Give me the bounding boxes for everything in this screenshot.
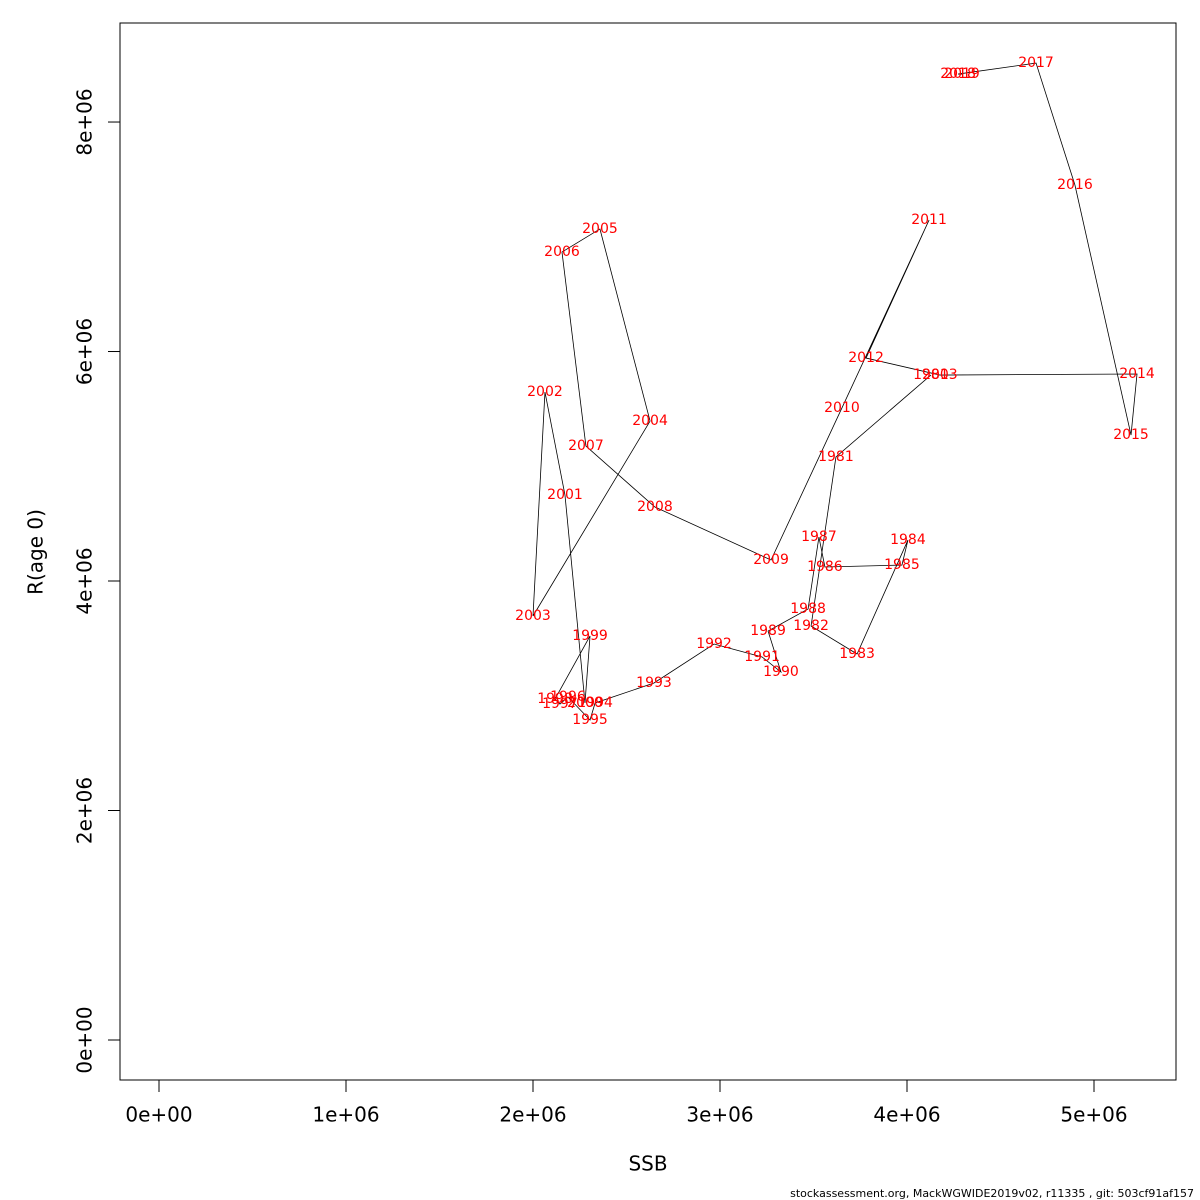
year-label: 1992	[696, 636, 732, 652]
year-label: 1998	[537, 691, 573, 707]
plot-frame	[119, 22, 1177, 1081]
year-label: 1991	[744, 649, 780, 665]
y-tick-label: 8e+06	[73, 88, 97, 155]
x-tick-label: 4e+06	[873, 1103, 940, 1127]
year-label: 2015	[1113, 427, 1149, 443]
year-label: 1997	[542, 696, 578, 712]
year-label: 1983	[839, 646, 875, 662]
year-label: 2019	[944, 66, 980, 82]
year-label: 1988	[790, 601, 826, 617]
x-tick-label: 1e+06	[312, 1103, 379, 1127]
year-label: 2007	[568, 438, 604, 454]
year-label: 1999	[572, 628, 608, 644]
y-axis-label: R(age 0)	[24, 509, 48, 595]
y-tick-label: 2e+06	[73, 777, 97, 844]
year-label: 2014	[1119, 366, 1155, 382]
year-label: 2003	[515, 608, 551, 624]
year-label: 2002	[527, 384, 563, 400]
year-label: 2004	[632, 413, 668, 429]
y-tick-label: 0e+00	[73, 1006, 97, 1073]
x-tick-label: 2e+06	[499, 1103, 566, 1127]
x-tick-label: 5e+06	[1060, 1103, 1127, 1127]
year-label: 1994	[577, 695, 613, 711]
year-label: 2001	[547, 487, 583, 503]
year-label: 2008	[637, 499, 673, 515]
year-label: 2018	[940, 66, 976, 82]
y-tick-label: 4e+06	[73, 547, 97, 614]
x-tick-label: 0e+00	[125, 1103, 192, 1127]
x-tick-label: 3e+06	[686, 1103, 753, 1127]
year-label: 1990	[763, 664, 799, 680]
footer: stockassessment.org, MackWGWIDE2019v02, …	[790, 1187, 1194, 1200]
year-label: 1993	[636, 675, 672, 691]
year-label: 2013	[922, 367, 958, 383]
year-label: 1986	[807, 559, 843, 575]
year-label: 2012	[848, 350, 884, 366]
year-label: 1984	[890, 532, 926, 548]
year-label: 2011	[911, 212, 947, 228]
year-label: 1995	[572, 712, 608, 728]
year-label: 1996	[550, 689, 586, 705]
year-label: 1980	[913, 367, 949, 383]
year-label: 1985	[884, 557, 920, 573]
year-label: 2016	[1057, 177, 1093, 193]
year-label: 1987	[801, 529, 837, 545]
year-label: 1989	[750, 623, 786, 639]
trajectory-line	[532, 62, 1138, 721]
year-label: 2010	[824, 400, 860, 416]
year-label: 2006	[544, 244, 580, 260]
year-label: 1981	[818, 449, 854, 465]
year-label: 2005	[582, 221, 618, 237]
y-tick-label: 6e+06	[73, 318, 97, 385]
x-axis-label: SSB	[628, 1152, 667, 1176]
year-label: 1982	[793, 618, 829, 634]
year-label: 2009	[753, 552, 789, 568]
year-label: 2017	[1018, 55, 1054, 71]
year-label: 2000	[567, 695, 603, 711]
